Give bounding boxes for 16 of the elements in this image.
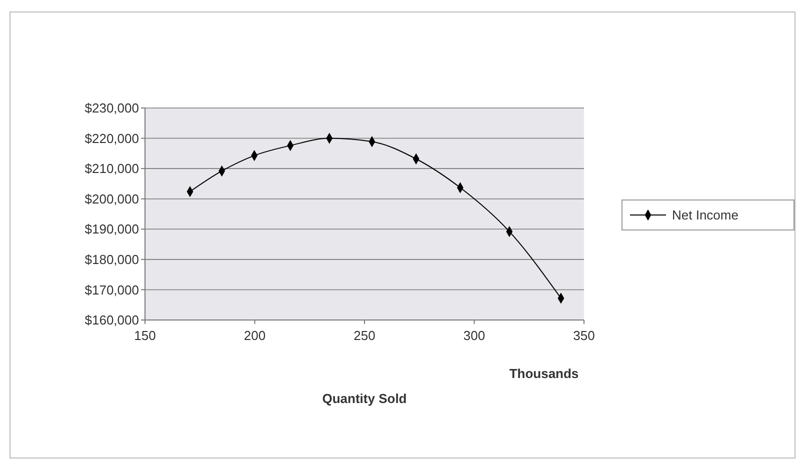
y-tick-label: $180,000 [84, 252, 139, 267]
x-tick-label: 200 [244, 328, 266, 343]
x-tick-label: 350 [573, 328, 595, 343]
x-tick-label: 300 [463, 328, 486, 343]
text: Thousands [509, 366, 579, 381]
y-tick-label: $230,000 [84, 100, 139, 116]
x-axis-title: Quantity Sold [322, 391, 407, 406]
y-tick-label: $190,000 [84, 222, 139, 237]
x-tick-label: 150 [134, 328, 156, 343]
y-tick-label: $220,000 [84, 130, 139, 146]
legend-label: Net Income [672, 208, 738, 223]
y-tick-label: $160,000 [84, 312, 139, 328]
y-tick-label: $210,000 [84, 161, 139, 176]
y-tick-label: $200,000 [84, 191, 139, 206]
y-tick-label: $170,000 [84, 282, 139, 298]
x-tick-label: 250 [354, 328, 376, 343]
